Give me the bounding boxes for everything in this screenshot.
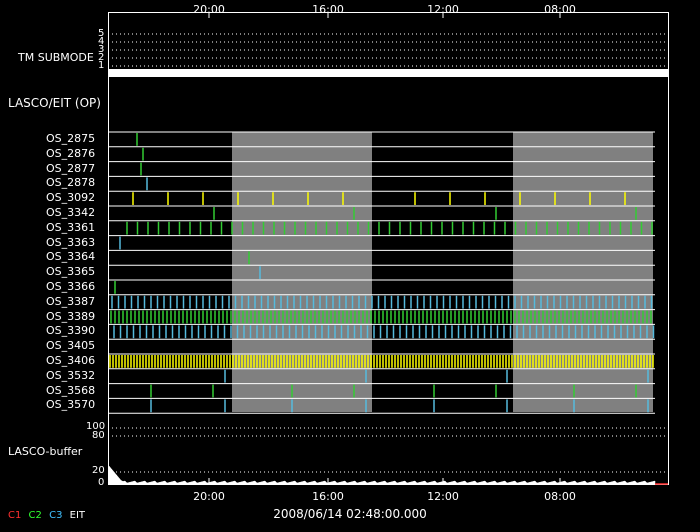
row-label: OS_3389: [46, 309, 96, 323]
top-tick-3: 12:00: [427, 3, 459, 16]
top-tick-2: 16:00: [312, 3, 344, 16]
row-label: OS_3363: [46, 235, 96, 249]
buffer-tick-label: 0: [98, 477, 105, 488]
lasco-eit-label: LASCO/EIT (OP): [8, 96, 101, 110]
row-label: OS_3361: [46, 220, 96, 234]
row-label: OS_3342: [46, 206, 96, 219]
buffer-tick-label: 80: [92, 430, 105, 441]
row-label: OS_3364: [46, 250, 96, 264]
bottom-tick-3: 12:00: [427, 490, 459, 503]
row-label: OS_3570: [46, 398, 96, 412]
row-label: OS_3366: [46, 280, 96, 293]
row-label: OS_2875: [46, 132, 96, 145]
row-label: OS_3532: [46, 368, 96, 382]
row-label: OS_2877: [46, 161, 96, 175]
submode-tick-label: 1: [98, 60, 105, 71]
submode-tick-label: 3: [98, 44, 105, 55]
submode-tick-label: 5: [98, 28, 105, 39]
top-tick-1: 20:00: [193, 3, 225, 16]
shade-band: [232, 132, 372, 412]
buffer-tick-label: 100: [86, 421, 106, 432]
bottom-tick-4: 08:00: [544, 490, 576, 503]
submode-tick-label: 4: [98, 36, 105, 47]
submode-bar: [109, 69, 669, 77]
legend-eit: EIT: [69, 510, 86, 521]
legend-c1: C1: [8, 510, 22, 521]
date-label: 2008/06/14 02:48:00.000: [273, 507, 427, 521]
plot-frame: [108, 12, 669, 485]
row-label: OS_3390: [46, 324, 96, 338]
row-label: OS_3092: [46, 191, 96, 205]
row-label: OS_2878: [46, 176, 96, 190]
bottom-tick-2: 16:00: [312, 490, 344, 503]
row-label: OS_2876: [46, 146, 96, 160]
tm-submode-label: TM SUBMODE: [18, 51, 94, 64]
buffer-trace: [108, 465, 656, 485]
row-label: OS_3568: [46, 383, 96, 397]
legend-c3: C3: [49, 510, 63, 521]
legend-c2: C2: [28, 510, 42, 521]
top-tick-4: 08:00: [544, 3, 576, 16]
lasco-buffer-label: LASCO-buffer: [8, 445, 83, 458]
row-label: OS_3365: [46, 265, 96, 279]
row-label: OS_3387: [46, 294, 96, 308]
row-label: OS_3405: [46, 339, 96, 353]
buffer-tick-label: 20: [92, 465, 105, 476]
submode-tick-label: 2: [98, 52, 105, 63]
shade-band: [513, 132, 653, 412]
bottom-tick-1: 20:00: [193, 490, 225, 503]
legend: C1 C2 C3 EIT: [8, 510, 85, 521]
row-label: OS_3406: [46, 354, 96, 367]
